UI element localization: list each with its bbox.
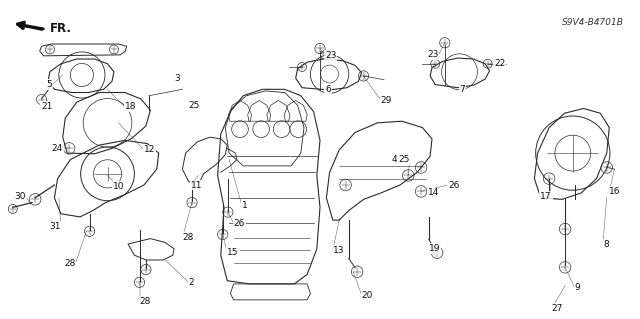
Text: 5: 5: [47, 80, 52, 89]
Text: 26: 26: [448, 181, 460, 189]
Text: 3: 3: [174, 74, 180, 83]
Text: 24: 24: [51, 144, 63, 153]
Text: 28: 28: [140, 297, 151, 306]
Text: 6: 6: [325, 85, 331, 94]
Text: S9V4-B4701B: S9V4-B4701B: [562, 18, 624, 26]
Text: 2: 2: [189, 278, 195, 287]
Text: 30: 30: [14, 192, 26, 201]
Text: 29: 29: [381, 96, 392, 105]
Text: 31: 31: [49, 222, 61, 231]
Text: 4: 4: [392, 155, 397, 164]
Text: 26: 26: [234, 219, 245, 228]
Text: 10: 10: [113, 182, 124, 191]
Text: FR.: FR.: [50, 22, 72, 34]
Text: 9: 9: [575, 283, 580, 292]
Text: 8: 8: [603, 240, 609, 249]
Text: 12: 12: [144, 145, 156, 154]
Text: 25: 25: [189, 101, 200, 110]
Text: 13: 13: [333, 246, 344, 255]
Text: 28: 28: [64, 259, 76, 268]
Text: 19: 19: [429, 244, 440, 253]
Text: 21: 21: [41, 102, 52, 111]
Text: 22: 22: [494, 59, 506, 68]
Text: 1: 1: [242, 201, 248, 210]
Text: 11: 11: [191, 181, 202, 189]
Text: 28: 28: [182, 233, 194, 242]
Text: 27: 27: [552, 304, 563, 313]
Text: 7: 7: [460, 85, 465, 94]
Text: 14: 14: [428, 189, 439, 197]
Text: 25: 25: [398, 155, 410, 164]
Text: 20: 20: [362, 291, 373, 300]
Text: 23: 23: [325, 51, 337, 60]
Text: 17: 17: [540, 192, 552, 201]
Text: 16: 16: [609, 187, 621, 196]
Text: 15: 15: [227, 248, 239, 256]
Text: 23: 23: [427, 50, 438, 59]
Text: 18: 18: [125, 102, 136, 111]
